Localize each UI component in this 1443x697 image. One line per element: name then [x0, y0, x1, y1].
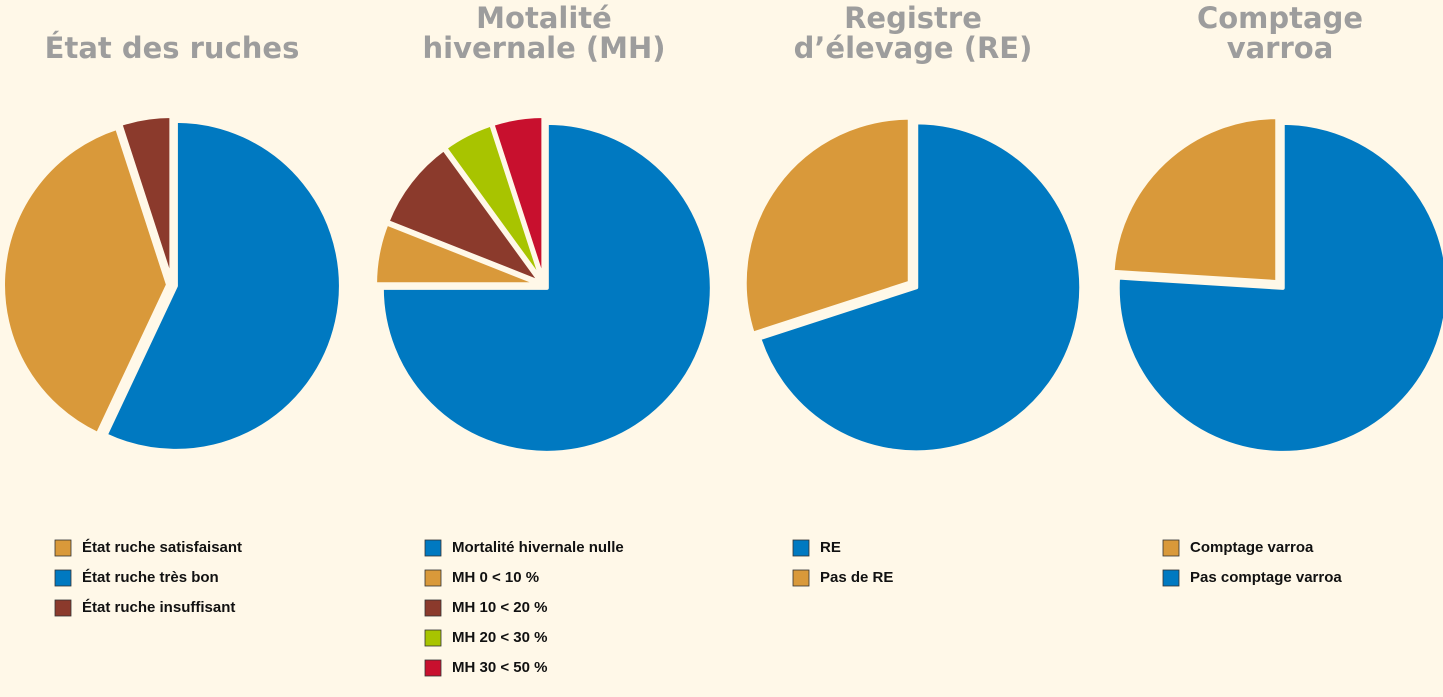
legend-swatch — [792, 569, 810, 587]
legend-label: État ruche satisfaisant — [82, 539, 242, 556]
pie-slice — [490, 114, 546, 284]
legend-label: MH 0 < 10 % — [452, 569, 539, 586]
legend-swatch — [1162, 539, 1180, 557]
pie-slice — [1115, 120, 1443, 455]
legend-swatch — [54, 539, 72, 557]
legend-swatch — [792, 539, 810, 557]
chart-title: Registre — [844, 1, 982, 35]
pie-slice — [1110, 115, 1280, 285]
pie-slice — [118, 114, 174, 284]
legend-swatch — [1162, 569, 1180, 587]
chart-title: Comptage — [1197, 1, 1363, 35]
pie-slice — [1, 125, 171, 437]
legend-label: État ruche insuffisant — [82, 599, 235, 616]
chart-title: d’élevage (RE) — [794, 31, 1033, 65]
legend-swatch — [424, 599, 442, 617]
chart-title: hivernale (MH) — [422, 31, 665, 65]
legend-swatch — [424, 659, 442, 677]
chart-title: État des ruches — [45, 31, 300, 65]
pie-slice — [379, 120, 714, 455]
legend-label: Mortalité hivernale nulle — [452, 539, 624, 556]
legend-label: Pas de RE — [820, 569, 893, 586]
pie-slice — [742, 115, 912, 336]
legend-label: MH 20 < 30 % — [452, 629, 547, 646]
legend-swatch — [54, 569, 72, 587]
legend-swatch — [424, 629, 442, 647]
legend-label: RE — [820, 539, 841, 556]
chart-title: varroa — [1227, 31, 1334, 65]
legend-swatch — [54, 599, 72, 617]
legend-swatch — [424, 569, 442, 587]
legend-label: État ruche très bon — [82, 569, 219, 586]
legend-label: MH 30 < 50 % — [452, 659, 547, 676]
legend-label: Comptage varroa — [1190, 539, 1314, 556]
pie-slice — [385, 147, 543, 285]
legend-swatch — [424, 539, 442, 557]
pie-slice — [103, 118, 343, 453]
legend-label: MH 10 < 20 % — [452, 599, 547, 616]
chart-title: Motalité — [476, 1, 612, 35]
pie-slice — [757, 120, 1084, 455]
legend-label: Pas comptage varroa — [1190, 569, 1342, 586]
